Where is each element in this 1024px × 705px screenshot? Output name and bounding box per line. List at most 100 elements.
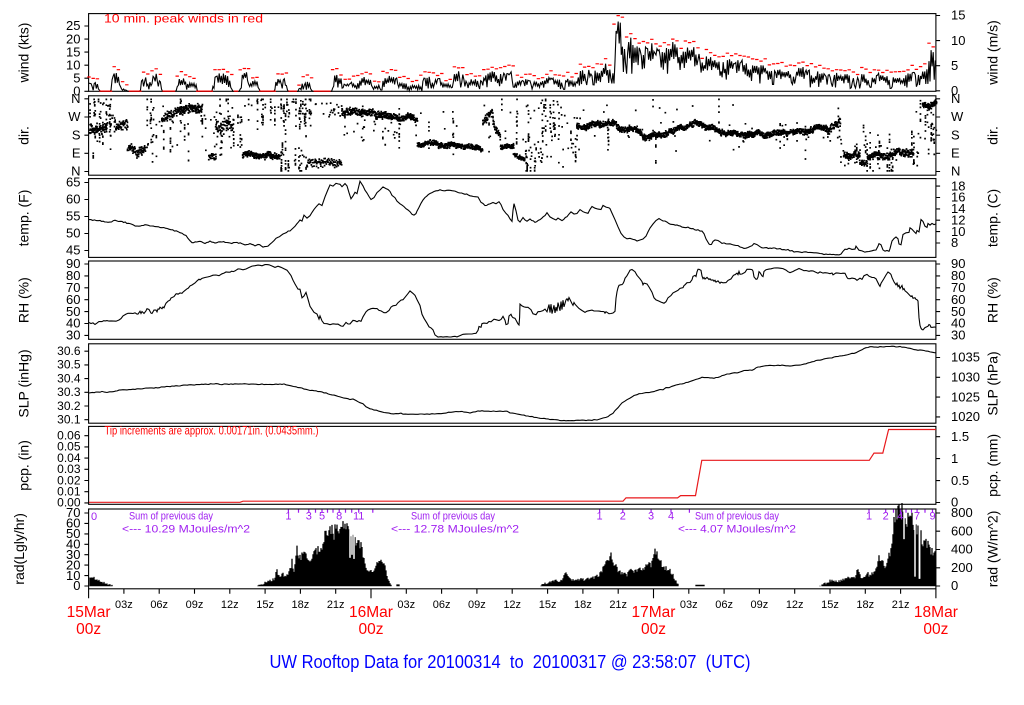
svg-text:09z: 09z — [751, 599, 769, 611]
svg-text:1035: 1035 — [951, 350, 980, 365]
svg-text:65: 65 — [66, 175, 80, 190]
svg-text:20: 20 — [66, 31, 80, 46]
svg-text:S: S — [72, 127, 81, 142]
svg-text:1: 1 — [866, 511, 872, 523]
svg-text:11: 11 — [353, 511, 364, 523]
svg-text:S: S — [951, 127, 960, 142]
svg-text:21z: 21z — [892, 599, 910, 611]
svg-text:70: 70 — [951, 280, 965, 295]
svg-text:1.5: 1.5 — [951, 429, 969, 444]
svg-text:80: 80 — [66, 268, 80, 283]
svg-text:12: 12 — [951, 212, 965, 227]
svg-text:70: 70 — [66, 505, 80, 520]
svg-text:06z: 06z — [150, 599, 168, 611]
svg-text:00z: 00z — [923, 621, 948, 638]
svg-text:1030: 1030 — [951, 370, 980, 385]
svg-text:0.5: 0.5 — [951, 473, 969, 488]
svg-text:30.6: 30.6 — [57, 344, 81, 358]
svg-text:E: E — [72, 146, 81, 161]
svg-text:10: 10 — [66, 57, 80, 72]
svg-text:03z: 03z — [680, 599, 698, 611]
svg-text:30.3: 30.3 — [57, 385, 81, 399]
svg-text:40: 40 — [951, 316, 965, 331]
svg-text:50: 50 — [66, 304, 80, 319]
svg-text:<--- 10.29 MJoules/m^2: <--- 10.29 MJoules/m^2 — [122, 524, 250, 536]
svg-text:20: 20 — [66, 557, 80, 572]
svg-text:70: 70 — [66, 280, 80, 295]
svg-text:800: 800 — [951, 505, 973, 520]
svg-text:80: 80 — [951, 268, 965, 283]
svg-text:15: 15 — [66, 44, 80, 59]
svg-text:<--- 12.78 MJoules/m^2: <--- 12.78 MJoules/m^2 — [391, 524, 519, 536]
svg-text:03z: 03z — [397, 599, 415, 611]
svg-text:30.2: 30.2 — [57, 399, 81, 413]
svg-text:N: N — [71, 164, 80, 179]
svg-text:7: 7 — [914, 511, 920, 523]
svg-text:rad (W/m^2): rad (W/m^2) — [985, 511, 1001, 588]
svg-text:5: 5 — [73, 70, 80, 85]
svg-text:90: 90 — [951, 256, 965, 271]
svg-text:0.02: 0.02 — [57, 473, 81, 487]
svg-text:<--- 4.07 MJoules/m^2: <--- 4.07 MJoules/m^2 — [678, 524, 796, 536]
svg-text:1: 1 — [597, 511, 603, 523]
svg-text:200: 200 — [951, 560, 973, 575]
svg-text:10: 10 — [66, 568, 80, 583]
svg-text:2: 2 — [620, 511, 626, 523]
svg-text:Sum of previous day: Sum of previous day — [129, 511, 213, 523]
svg-text:06z: 06z — [715, 599, 733, 611]
svg-text:55: 55 — [66, 209, 80, 224]
svg-text:0.06: 0.06 — [57, 429, 81, 443]
svg-text:dir.: dir. — [16, 126, 32, 145]
svg-text:60: 60 — [66, 292, 80, 307]
svg-text:0.03: 0.03 — [57, 462, 81, 476]
svg-text:RH (%): RH (%) — [16, 277, 32, 323]
svg-text:5: 5 — [319, 511, 325, 523]
svg-text:0: 0 — [73, 578, 80, 593]
svg-text:1025: 1025 — [951, 389, 980, 404]
svg-text:21z: 21z — [609, 599, 627, 611]
svg-text:N: N — [71, 91, 80, 106]
svg-text:W: W — [951, 109, 964, 124]
svg-text:wind (m/s): wind (m/s) — [985, 20, 1001, 86]
svg-text:600: 600 — [951, 524, 973, 539]
svg-text:45: 45 — [66, 243, 80, 258]
svg-text:40: 40 — [66, 316, 80, 331]
svg-text:0: 0 — [951, 83, 958, 98]
svg-text:60: 60 — [66, 192, 80, 207]
svg-text:0.01: 0.01 — [57, 485, 81, 499]
svg-text:rad(Lgly/hr): rad(Lgly/hr) — [11, 513, 27, 585]
svg-text:N: N — [951, 91, 960, 106]
svg-text:0.04: 0.04 — [57, 451, 81, 465]
svg-text:12z: 12z — [786, 599, 804, 611]
svg-text:09z: 09z — [468, 599, 486, 611]
svg-text:3: 3 — [648, 511, 654, 523]
svg-text:8: 8 — [336, 511, 342, 523]
svg-text:0: 0 — [951, 495, 958, 510]
svg-text:30.1: 30.1 — [57, 413, 81, 427]
svg-text:25: 25 — [66, 18, 80, 33]
svg-text:00z: 00z — [76, 621, 101, 638]
svg-text:Sum of previous day: Sum of previous day — [695, 511, 779, 523]
svg-text:wind (kts): wind (kts) — [16, 23, 32, 84]
svg-text:18z: 18z — [292, 599, 310, 611]
svg-text:400: 400 — [951, 542, 973, 557]
svg-text:10 min. peak winds in red: 10 min. peak winds in red — [104, 12, 263, 26]
svg-text:18: 18 — [951, 178, 965, 193]
svg-text:2: 2 — [883, 511, 889, 523]
svg-text:40: 40 — [66, 537, 80, 552]
svg-text:RH (%): RH (%) — [985, 277, 1001, 323]
svg-text:15z: 15z — [256, 599, 274, 611]
svg-text:1: 1 — [285, 511, 291, 523]
svg-text:50: 50 — [66, 226, 80, 241]
svg-text:17Mar: 17Mar — [632, 604, 676, 621]
svg-text:03z: 03z — [115, 599, 133, 611]
svg-text:UW Rooftop Data for 20100314: UW Rooftop Data for 20100314 to 20100317… — [270, 652, 751, 672]
svg-text:30.4: 30.4 — [57, 371, 81, 385]
svg-text:1020: 1020 — [951, 409, 980, 424]
svg-text:N: N — [951, 164, 960, 179]
svg-text:30.5: 30.5 — [57, 358, 81, 372]
svg-text:3: 3 — [306, 511, 312, 523]
svg-text:pcp. (mm): pcp. (mm) — [985, 434, 1001, 497]
svg-text:0.05: 0.05 — [57, 440, 81, 454]
svg-text:Tip increments are approx. 0.0: Tip increments are approx. 0.00171in. (0… — [105, 424, 319, 438]
